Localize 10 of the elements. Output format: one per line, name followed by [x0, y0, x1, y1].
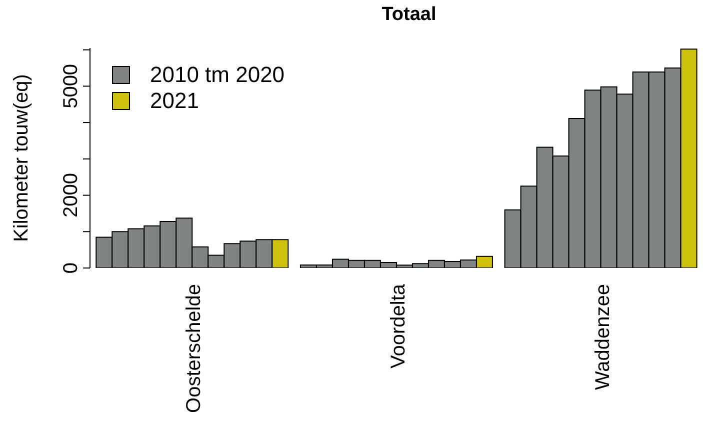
y-tick-label: 5000	[60, 64, 82, 108]
legend-label: 2010 tm 2020	[150, 62, 285, 88]
y-tick-label: 0	[60, 262, 82, 274]
y-tick-label: 2000	[60, 173, 82, 218]
chart-title: Totaal	[380, 4, 438, 26]
legend-label: 2021	[150, 88, 199, 114]
x-tick-label: Oosterschelde	[183, 284, 206, 413]
y-axis-title: Kilometer touw(eq)	[10, 74, 34, 242]
x-tick-label: Voordelta	[388, 283, 410, 369]
x-tick-label: Waddenzee	[592, 284, 614, 390]
